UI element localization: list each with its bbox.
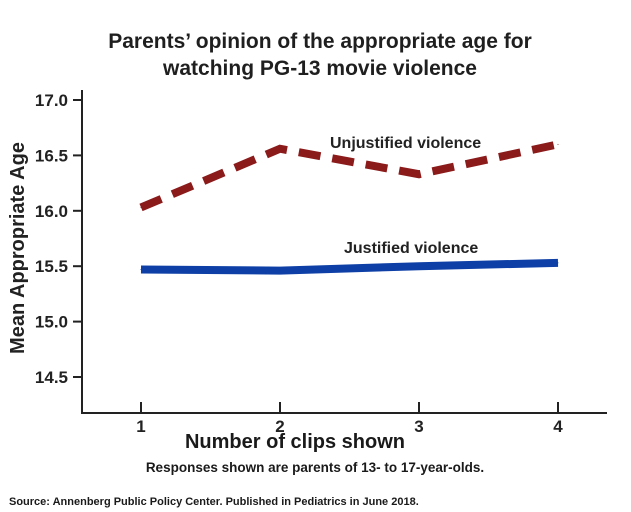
chart-note: Responses shown are parents of 13- to 17… (145, 460, 485, 475)
x-tick-label: 4 (553, 417, 563, 436)
y-tick-label: 17.0 (35, 91, 68, 110)
x-tick-label: 2 (275, 417, 284, 436)
data-point (279, 270, 281, 272)
y-tick-label: 16.5 (35, 146, 68, 165)
series-label-unjustified: Unjustified violence (330, 135, 481, 152)
chart-series-labels: Unjustified violence Justified violence (330, 135, 481, 257)
chart-series (139, 140, 559, 275)
series-line-unjustified (139, 140, 559, 212)
data-point (557, 143, 559, 145)
y-tick-label: 15.0 (35, 313, 68, 332)
data-point (557, 262, 559, 264)
x-tick-label: 3 (414, 417, 423, 436)
data-point (140, 269, 142, 271)
y-tick-label: 16.0 (35, 202, 68, 221)
data-point (418, 173, 420, 175)
x-axis-label: Number of clips shown (184, 431, 406, 453)
data-point (418, 265, 420, 267)
chart-title-line-1: Parents’ opinion of the appropriate age … (108, 30, 532, 53)
y-tick-label: 14.5 (35, 368, 68, 387)
y-tick-label: 15.5 (35, 257, 68, 276)
chart-title: Parents’ opinion of the appropriate age … (40, 28, 600, 82)
data-point (140, 206, 142, 208)
x-tick-label: 1 (136, 417, 145, 436)
data-point (279, 148, 281, 150)
chart-axes (81, 90, 607, 414)
chart-title-line-2: watching PG-13 movie violence (163, 57, 477, 80)
chart-ticks: 14.5 15.0 15.5 16.0 16.5 17.0 1 2 3 4 (35, 91, 563, 436)
series-label-justified: Justified violence (344, 240, 478, 257)
source-credit: Source: Annenberg Public Policy Center. … (9, 496, 419, 508)
y-axis-label: Mean Appropriate Age (7, 142, 29, 354)
series-line-justified (140, 258, 559, 275)
